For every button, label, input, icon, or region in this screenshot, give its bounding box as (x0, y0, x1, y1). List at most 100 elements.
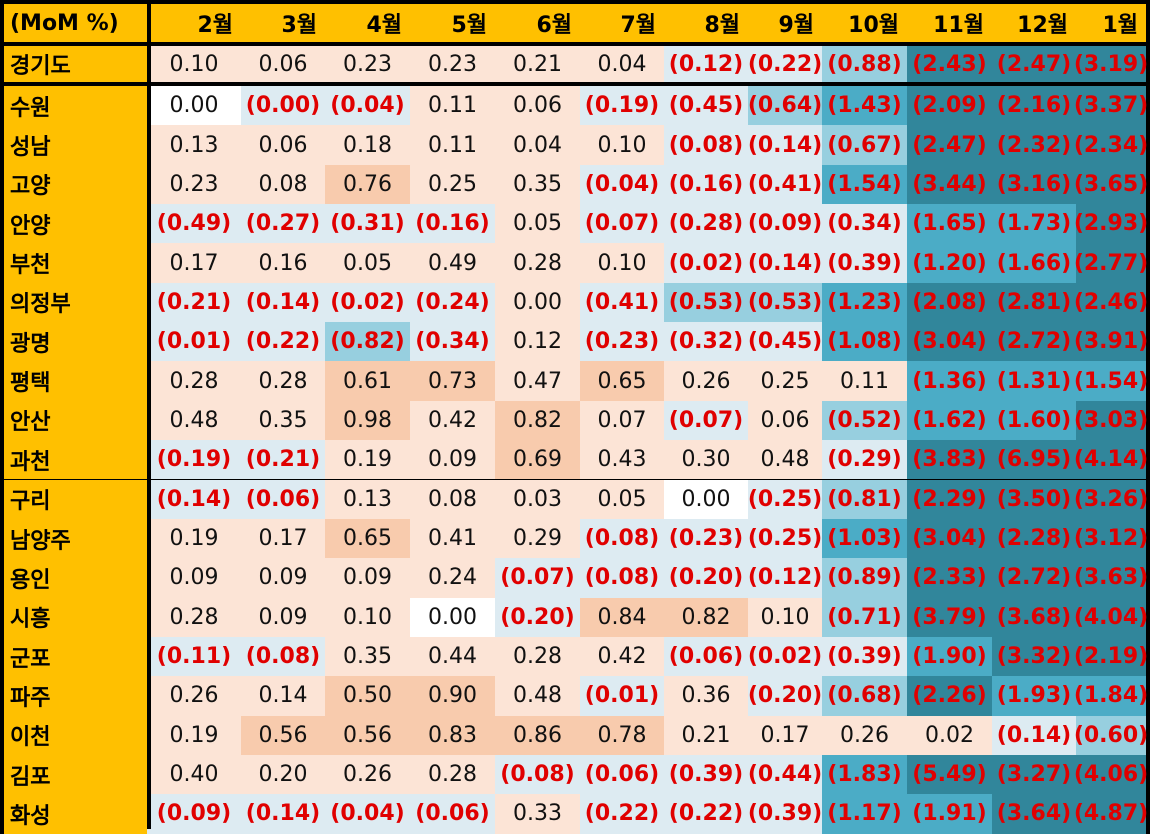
table-cell: 0.00 (147, 86, 241, 126)
table-cell: (0.64) (748, 86, 822, 126)
column-header: 6월 (536, 13, 572, 38)
table-cell: 0.04 (495, 125, 580, 165)
table-cell: (0.11) (147, 636, 241, 677)
table-cell: 0.19 (147, 715, 241, 755)
table-cell: (0.27) (241, 204, 325, 244)
row-label: 이천 (4, 715, 147, 755)
table-cell: (1.43) (822, 86, 907, 126)
table-cell: (1.03) (822, 518, 907, 559)
table-cell: (1.73) (992, 204, 1076, 244)
table-cell: (0.22) (748, 46, 822, 82)
table-cell: (2.09) (907, 86, 992, 126)
table-cell: (3.04) (907, 322, 992, 362)
table-cell: (0.07) (580, 204, 664, 244)
table-cell: 0.73 (410, 361, 495, 401)
table-cell: 0.20 (241, 754, 325, 795)
table-cell: 0.35 (241, 400, 325, 441)
table-cell: (0.81) (822, 479, 907, 519)
table-cell: (1.20) (907, 243, 992, 283)
table-cell: (0.08) (664, 125, 748, 165)
row-label: 의정부 (4, 282, 147, 323)
table-cell: 0.28 (241, 361, 325, 401)
table-cell: 0.21 (664, 715, 748, 755)
table-cell: (0.25) (748, 518, 822, 559)
table-cell: (0.52) (822, 400, 907, 441)
table-cell: 0.23 (410, 46, 495, 82)
table-cell: (3.16) (992, 164, 1076, 205)
table-cell: (0.23) (580, 322, 664, 362)
table-cell: (0.20) (664, 558, 748, 598)
column-header: 7월 (620, 13, 656, 38)
table-cell: 0.13 (147, 125, 241, 165)
table-cell: (0.07) (664, 400, 748, 441)
table-cell: (1.93) (992, 676, 1076, 716)
table-cell: 0.10 (580, 243, 664, 283)
table-cell: (2.93) (1074, 204, 1148, 244)
table-cell: 0.17 (147, 243, 241, 283)
table-cell: 0.65 (325, 518, 410, 559)
table-cell: (2.16) (992, 86, 1076, 126)
table-cell: 0.05 (580, 479, 664, 519)
column-header: 8월 (704, 13, 740, 38)
row-label: 화성 (4, 794, 147, 834)
table-cell: (0.44) (748, 754, 822, 795)
table-cell: (0.22) (580, 794, 664, 834)
table-cell: (3.79) (907, 597, 992, 637)
column-header: 9월 (778, 13, 814, 38)
row-label: 수원 (4, 86, 147, 126)
table-cell: (1.08) (822, 322, 907, 362)
table-cell: (5.49) (907, 754, 992, 795)
row-label: 부천 (4, 243, 147, 283)
table-cell: (0.12) (664, 46, 748, 82)
row-label: 고양 (4, 164, 147, 205)
table-cell: 0.48 (147, 400, 241, 441)
table-cell: 0.65 (580, 361, 664, 401)
table-cell: 0.61 (325, 361, 410, 401)
table-cell: (3.44) (907, 164, 992, 205)
column-header: 10월 (848, 13, 899, 38)
table-cell: 0.23 (325, 46, 410, 82)
row-label: 군포 (4, 636, 147, 677)
table-cell: (2.28) (992, 518, 1076, 559)
table-cell: 0.08 (410, 479, 495, 519)
table-cell: (2.19) (1074, 636, 1148, 677)
table-cell: 0.56 (241, 715, 325, 755)
table-cell: (1.54) (1074, 361, 1148, 401)
table-cell: 0.06 (748, 400, 822, 441)
row-label: 과천 (4, 440, 147, 480)
table-cell: 0.76 (325, 164, 410, 205)
table-cell: 0.21 (495, 46, 580, 82)
row-label: 파주 (4, 676, 147, 716)
table-cell: (0.82) (325, 322, 410, 362)
row-label: 구리 (4, 479, 147, 519)
table-cell: (2.08) (907, 282, 992, 323)
table-cell: 0.00 (664, 479, 748, 519)
table-cell: (0.04) (325, 86, 410, 126)
table-cell: (0.08) (495, 754, 580, 795)
table-cell: 0.12 (495, 322, 580, 362)
table-cell: (2.26) (907, 676, 992, 716)
table-cell: 0.48 (748, 440, 822, 480)
table-cell: (2.77) (1074, 243, 1148, 283)
table-cell: (0.23) (664, 518, 748, 559)
table-cell: 0.44 (410, 636, 495, 677)
table-cell: (0.45) (664, 86, 748, 126)
table-cell: (0.06) (410, 794, 495, 834)
table-cell: (0.88) (822, 46, 907, 82)
table-cell: (0.08) (580, 558, 664, 598)
table-cell: (2.72) (992, 322, 1076, 362)
table-cell: 0.82 (664, 597, 748, 637)
table-cell: (3.63) (1074, 558, 1148, 598)
table-cell: (3.04) (907, 518, 992, 559)
table-cell: (0.22) (241, 322, 325, 362)
table-cell: 0.09 (147, 558, 241, 598)
table-cell: 0.26 (822, 715, 907, 755)
table-cell: (0.00) (241, 86, 325, 126)
row-label: 안산 (4, 400, 147, 441)
table-cell: (1.84) (1074, 676, 1148, 716)
table-cell: 0.42 (410, 400, 495, 441)
row-label: 남양주 (4, 518, 147, 559)
table-cell: (0.60) (1074, 715, 1148, 755)
table-cell: 0.11 (410, 125, 495, 165)
table-cell: (0.45) (748, 322, 822, 362)
